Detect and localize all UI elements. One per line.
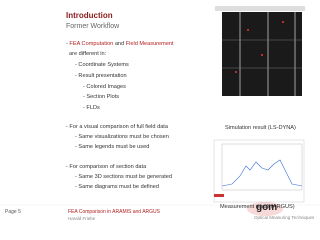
graphics	[0, 5, 320, 216]
measurement-plot	[221, 143, 303, 191]
plot-point	[282, 21, 284, 23]
bullet: - For a visual comparison of full field …	[66, 124, 168, 130]
bullet-highlight: Field Measurement	[125, 41, 174, 47]
simulation-header	[215, 6, 305, 11]
plot-point	[261, 54, 263, 56]
caption: Measurement result (ARGUS)	[220, 204, 295, 210]
logo-tagline: Optical Measuring Techniques	[254, 215, 315, 220]
plot-point	[247, 29, 249, 31]
bullet: - Same diagrams must be defined	[75, 184, 159, 190]
caption: Simulation result (LS-DYNA)	[225, 125, 296, 131]
footer-author: Harald Friebe	[68, 216, 96, 221]
subtitle: Former Workflow	[66, 23, 120, 30]
bullet: - Colored Images	[83, 84, 126, 90]
bullet: - Same visualizations must be chosen	[75, 134, 169, 140]
bullet-dash: -	[66, 41, 70, 47]
footer-title: FEA Comparison in ARAMIS and ARGUS	[68, 209, 160, 215]
logo: gom	[256, 202, 278, 213]
bullet: - FEA Computation and Field Measurement	[66, 41, 174, 48]
title: Introduction	[66, 11, 113, 20]
bullet: - Same legends must be used	[75, 144, 150, 150]
bullet: - For comparison of section data	[66, 164, 147, 170]
bullet: - Coordinate Systems	[75, 62, 129, 68]
page-number: Page 5	[5, 209, 21, 215]
bullet: - Result presentation	[75, 73, 127, 79]
measurement-curve	[221, 159, 303, 187]
bullet: are different in:	[69, 51, 107, 57]
bullet-text: and	[113, 41, 126, 47]
bullet-highlight: FEA Computation	[69, 41, 114, 47]
logo-swoosh	[247, 202, 283, 216]
slide: Introduction Former Workflow - FEA Compu…	[0, 5, 320, 221]
bullet: - Section Plots	[83, 94, 120, 100]
bullet: - Same 3D sections must be generated	[75, 174, 173, 180]
plot-point	[235, 71, 237, 73]
logo-strip	[214, 194, 224, 197]
bullet: - FLDs	[83, 105, 100, 111]
